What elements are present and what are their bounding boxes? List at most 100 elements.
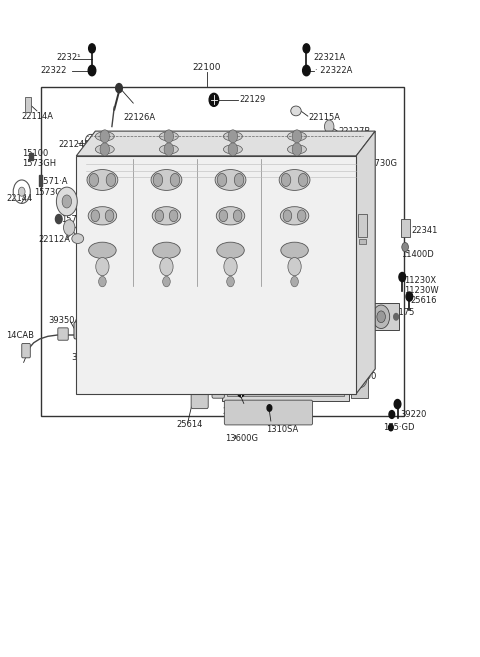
Ellipse shape <box>216 207 245 225</box>
Circle shape <box>281 173 291 187</box>
Text: 22125A: 22125A <box>200 251 232 260</box>
Circle shape <box>100 143 109 156</box>
Text: 12940: 12940 <box>263 328 289 338</box>
Circle shape <box>399 273 406 282</box>
Circle shape <box>291 277 299 287</box>
Circle shape <box>18 187 25 196</box>
Ellipse shape <box>159 145 179 154</box>
Bar <box>351 358 368 398</box>
Circle shape <box>263 340 267 347</box>
Circle shape <box>89 44 96 53</box>
Ellipse shape <box>259 350 266 364</box>
Text: 11230W: 11230W <box>404 286 438 295</box>
Circle shape <box>234 173 244 187</box>
Circle shape <box>169 210 178 221</box>
Circle shape <box>292 143 301 156</box>
Text: 15100: 15100 <box>22 149 48 158</box>
Polygon shape <box>76 131 375 156</box>
Ellipse shape <box>215 170 246 191</box>
Text: 25500A: 25500A <box>288 317 320 327</box>
Circle shape <box>94 340 119 373</box>
Circle shape <box>88 65 96 76</box>
Text: 13600G: 13600G <box>225 434 258 443</box>
Circle shape <box>155 210 164 221</box>
Circle shape <box>164 143 174 156</box>
Ellipse shape <box>291 106 301 116</box>
Circle shape <box>123 337 128 344</box>
Text: 22144: 22144 <box>7 194 33 203</box>
Text: 22124B: 22124B <box>59 140 91 148</box>
FancyBboxPatch shape <box>191 392 208 409</box>
Bar <box>25 97 31 112</box>
Text: 25175: 25175 <box>388 308 414 317</box>
Text: 22341: 22341 <box>412 225 438 235</box>
Circle shape <box>394 399 401 409</box>
Text: 22100: 22100 <box>192 64 221 72</box>
Ellipse shape <box>152 207 180 225</box>
Circle shape <box>166 369 170 376</box>
FancyBboxPatch shape <box>212 358 224 398</box>
Circle shape <box>292 130 301 143</box>
FancyBboxPatch shape <box>81 334 274 378</box>
Text: 22151: 22151 <box>248 244 274 254</box>
Bar <box>29 152 33 160</box>
Circle shape <box>324 120 334 133</box>
Text: 39220: 39220 <box>400 410 427 419</box>
Circle shape <box>238 388 244 397</box>
Circle shape <box>299 173 308 187</box>
Circle shape <box>406 292 413 301</box>
Circle shape <box>388 424 393 431</box>
Circle shape <box>98 277 106 287</box>
Text: 94650: 94650 <box>350 373 376 381</box>
Text: 22129: 22129 <box>239 95 265 104</box>
Circle shape <box>163 277 170 287</box>
Bar <box>358 214 367 237</box>
Text: 39351: 39351 <box>72 353 98 361</box>
Ellipse shape <box>159 132 179 141</box>
Ellipse shape <box>88 207 117 225</box>
Text: 1571·A: 1571·A <box>38 177 68 187</box>
Text: 1571·A: 1571·A <box>60 215 90 224</box>
Circle shape <box>377 311 385 323</box>
Text: 1573GE: 1573GE <box>34 188 67 197</box>
Text: 22311: 22311 <box>167 361 193 369</box>
Text: 25612: 25612 <box>325 327 352 336</box>
Ellipse shape <box>96 132 114 141</box>
Ellipse shape <box>96 145 114 154</box>
Circle shape <box>298 210 306 221</box>
Circle shape <box>160 258 173 276</box>
Circle shape <box>228 143 238 156</box>
Bar <box>359 238 366 244</box>
Circle shape <box>224 258 237 276</box>
Ellipse shape <box>217 242 244 258</box>
Circle shape <box>123 369 128 376</box>
Circle shape <box>353 368 367 388</box>
Text: 22114A: 22114A <box>22 112 54 121</box>
Circle shape <box>208 337 213 344</box>
Ellipse shape <box>281 242 308 258</box>
Circle shape <box>105 210 114 221</box>
Circle shape <box>266 365 285 391</box>
Ellipse shape <box>223 132 242 141</box>
Circle shape <box>56 214 62 223</box>
Circle shape <box>139 344 158 369</box>
Circle shape <box>217 173 227 187</box>
FancyBboxPatch shape <box>58 328 68 340</box>
Bar <box>227 360 344 371</box>
Circle shape <box>153 173 163 187</box>
Text: 22113A: 22113A <box>107 250 139 260</box>
Ellipse shape <box>87 170 118 191</box>
Circle shape <box>87 367 92 373</box>
Circle shape <box>394 313 398 320</box>
Circle shape <box>267 405 272 411</box>
Text: 1573GH: 1573GH <box>22 158 56 168</box>
Circle shape <box>96 344 116 369</box>
Text: 15100G: 15100G <box>302 168 336 177</box>
Circle shape <box>228 130 238 143</box>
Text: 11400D: 11400D <box>401 250 434 259</box>
Circle shape <box>89 173 98 187</box>
Bar <box>363 303 399 330</box>
Circle shape <box>263 367 267 373</box>
Circle shape <box>271 371 280 384</box>
FancyBboxPatch shape <box>224 400 312 425</box>
